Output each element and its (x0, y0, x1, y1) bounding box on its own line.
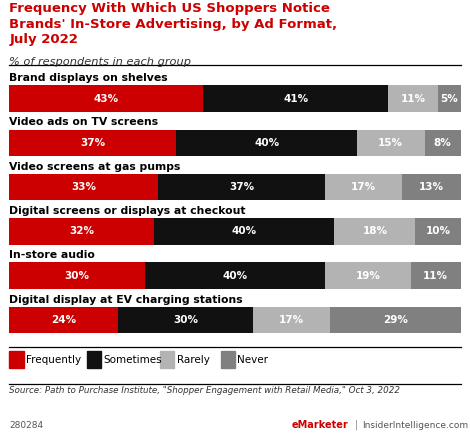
Text: 41%: 41% (283, 94, 308, 104)
Text: 43%: 43% (94, 94, 119, 104)
Text: Video screens at gas pumps: Video screens at gas pumps (9, 162, 181, 172)
Bar (415, 218, 461, 245)
Bar (253, 307, 330, 334)
Text: Frequency With Which US Shoppers Notice
Brands' In-Store Advertising, by Ad Form: Frequency With Which US Shoppers Notice … (9, 2, 337, 46)
Text: In-store audio: In-store audio (9, 250, 95, 260)
Bar (411, 262, 461, 289)
Bar (154, 218, 334, 245)
Bar (325, 174, 402, 201)
Bar (325, 262, 411, 289)
Bar (176, 129, 357, 156)
Text: 32%: 32% (69, 226, 94, 236)
Bar (330, 307, 461, 334)
Text: Frequently: Frequently (26, 355, 81, 364)
Bar (9, 85, 204, 112)
Text: 19%: 19% (356, 271, 381, 281)
Bar (204, 85, 388, 112)
Text: Never: Never (237, 355, 268, 364)
Text: Brand displays on shelves: Brand displays on shelves (9, 73, 168, 83)
Bar (388, 85, 438, 112)
Bar (9, 129, 176, 156)
Text: 11%: 11% (423, 271, 448, 281)
Text: 40%: 40% (222, 271, 248, 281)
Text: Source: Path to Purchase Institute, "Shopper Engagement with Retail Media," Oct : Source: Path to Purchase Institute, "Sho… (9, 386, 400, 395)
Bar (357, 129, 424, 156)
Bar (145, 262, 325, 289)
Text: 15%: 15% (378, 138, 403, 148)
Text: 10%: 10% (425, 226, 451, 236)
Text: 280284: 280284 (9, 421, 44, 429)
Text: eMarketer: eMarketer (291, 420, 348, 430)
Text: 18%: 18% (362, 226, 387, 236)
Text: 17%: 17% (279, 315, 304, 325)
Text: 11%: 11% (401, 94, 426, 104)
Bar (9, 307, 118, 334)
Text: 24%: 24% (51, 315, 76, 325)
Text: Digital display at EV charging stations: Digital display at EV charging stations (9, 295, 243, 305)
Text: 37%: 37% (80, 138, 105, 148)
Text: Sometimes: Sometimes (103, 355, 162, 364)
Text: 40%: 40% (231, 226, 257, 236)
Text: 5%: 5% (440, 94, 458, 104)
Text: |: | (355, 420, 358, 430)
Text: 13%: 13% (419, 182, 444, 192)
Bar (424, 129, 461, 156)
Bar (438, 85, 461, 112)
Bar (402, 174, 461, 201)
Text: 40%: 40% (254, 138, 279, 148)
Bar (9, 262, 145, 289)
Text: 29%: 29% (383, 315, 407, 325)
Text: 33%: 33% (71, 182, 96, 192)
Bar (118, 307, 253, 334)
Text: InsiderIntelligence.com: InsiderIntelligence.com (362, 421, 468, 429)
Bar (158, 174, 325, 201)
Text: 17%: 17% (351, 182, 376, 192)
Bar (334, 218, 415, 245)
Text: % of respondents in each group: % of respondents in each group (9, 57, 191, 67)
Text: 8%: 8% (434, 138, 451, 148)
Bar (9, 174, 158, 201)
Text: 30%: 30% (173, 315, 198, 325)
Text: Rarely: Rarely (177, 355, 210, 364)
Text: 37%: 37% (229, 182, 254, 192)
Text: Digital screens or displays at checkout: Digital screens or displays at checkout (9, 206, 246, 216)
Bar (9, 218, 154, 245)
Text: Video ads on TV screens: Video ads on TV screens (9, 117, 158, 127)
Text: 30%: 30% (64, 271, 90, 281)
